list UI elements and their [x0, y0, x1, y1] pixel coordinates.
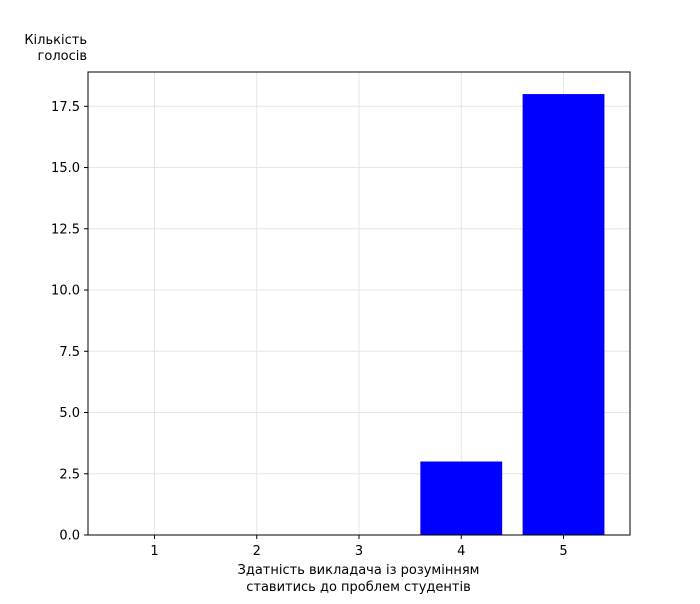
x-tick-label: 3: [355, 544, 363, 559]
y-tick-label: 0.0: [59, 529, 80, 544]
bar-4: [420, 461, 503, 535]
x-tick-label: 1: [150, 544, 158, 559]
y-tick-label: 5.0: [59, 406, 80, 421]
y-tick-label: 2.5: [59, 467, 80, 482]
y-axis-label-line-2: голосів: [38, 49, 87, 64]
bars-layer: [420, 94, 605, 536]
y-tick-label: 15.0: [51, 161, 80, 176]
bar-5: [522, 94, 605, 536]
y-axis-label-line-1: Кількість: [24, 33, 87, 48]
x-tick-label: 5: [559, 544, 567, 559]
y-tick-label: 12.5: [51, 222, 80, 237]
y-tick-label: 17.5: [51, 100, 80, 115]
x-tick-label: 2: [253, 544, 261, 559]
x-tick-label: 4: [457, 544, 465, 559]
x-axis-label-line-2: ставитись до проблем студентів: [246, 580, 471, 595]
x-axis-label-line-1: Здатність викладача із розумінням: [238, 563, 480, 578]
y-tick-label: 10.0: [51, 284, 80, 299]
y-axis-ticks: 0.0 2.5 5.0 7.5 10.0 12.5 15.0 17.5: [51, 100, 88, 544]
y-tick-label: 7.5: [59, 345, 80, 360]
x-axis-ticks: 1 2 3 4 5: [150, 535, 568, 559]
